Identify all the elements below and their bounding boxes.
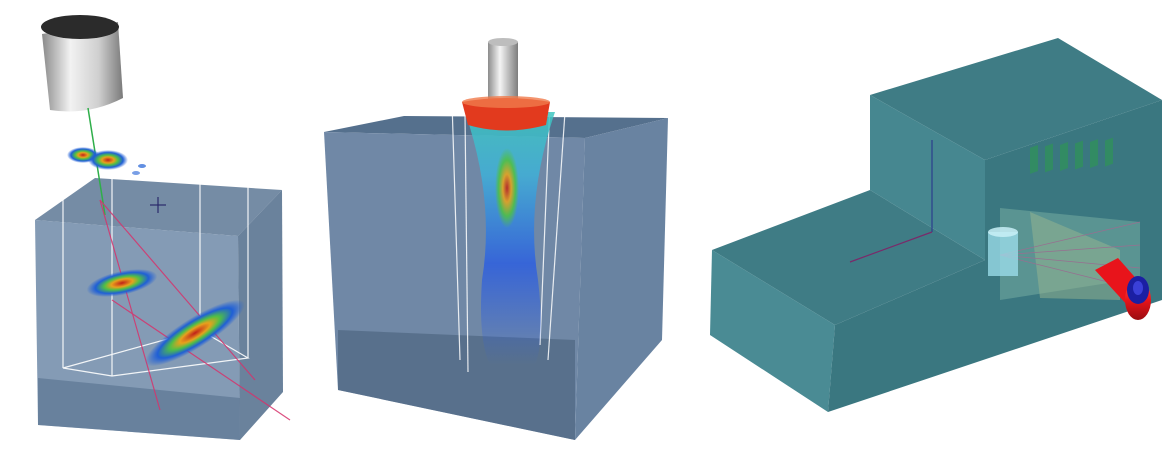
beam-spot-small: [138, 164, 146, 168]
part-upper-top: [870, 38, 1162, 160]
cube-side-face: [575, 118, 668, 440]
wedge-icon: [988, 227, 1018, 276]
beam-rays: [99, 199, 291, 421]
part-lower-top: [712, 190, 985, 325]
beam-core: [495, 148, 519, 228]
scene-straight-probe: [310, 0, 690, 450]
beam-spot-small: [132, 171, 140, 175]
beam-spot-arc: [145, 299, 245, 367]
block-bottom-shade: [38, 378, 240, 440]
part-upper-front: [870, 95, 985, 260]
scene-angled-probe: [0, 0, 300, 450]
beam-spot-surface-right: [88, 150, 128, 170]
cylinder-probe-icon: [462, 38, 550, 131]
coordinate-axes: [849, 140, 933, 263]
cylinder-probe-icon: [41, 15, 123, 112]
wireframe-column: [450, 101, 567, 373]
wireframe-box: [60, 99, 251, 377]
scene-2-canvas: [324, 38, 668, 440]
transducer-icon: [1095, 258, 1151, 320]
scene-stepped-part: [700, 0, 1170, 450]
scene-3-canvas: [710, 38, 1162, 412]
crosshair-icon: [150, 197, 166, 213]
block-side-face: [238, 190, 283, 440]
scene-1-canvas: [35, 15, 291, 440]
sound-beam: [465, 112, 555, 365]
part-lower-front: [710, 250, 835, 412]
beam-spot-mid: [86, 269, 158, 297]
